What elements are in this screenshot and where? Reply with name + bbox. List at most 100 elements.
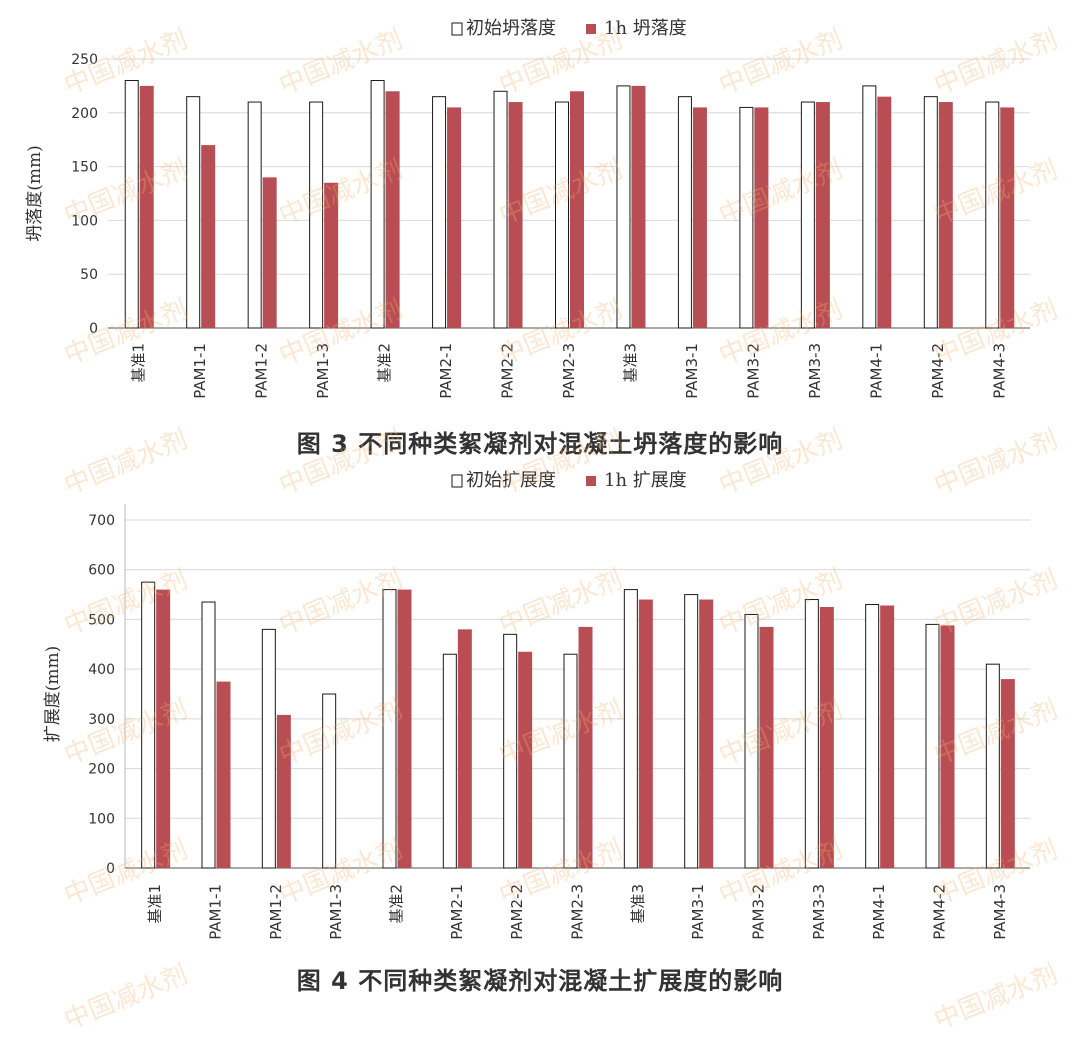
- x-category-label: 基准1: [130, 343, 148, 383]
- bar-1h-PAM3-1: [692, 107, 707, 328]
- bar-1h-PAM4-3: [1000, 107, 1015, 328]
- y-axis-title: 坍落度(mm): [25, 145, 45, 242]
- bar-1h-PAM3-3: [819, 607, 834, 868]
- bar-initial-基准3: [623, 589, 638, 869]
- bar-1h-PAM3-2: [754, 107, 769, 328]
- legend-swatch-1h: [586, 24, 596, 34]
- y-axis-title: 扩展度(mm): [43, 646, 63, 743]
- bar-initial-基准3: [616, 85, 631, 329]
- y-tick-label: 150: [71, 160, 98, 176]
- x-category-label: PAM4-3: [990, 343, 1008, 399]
- bar-1h-PAM1-1: [216, 681, 231, 868]
- x-category-label: PAM1-1: [191, 343, 209, 399]
- bar-1h-PAM2-2: [508, 102, 523, 328]
- bar-1h-基准1: [139, 85, 154, 329]
- bar-initial-PAM2-1: [442, 653, 457, 869]
- legend-label-1h: 1h 坍落度: [604, 18, 687, 39]
- bar-initial-PAM4-2: [925, 623, 940, 869]
- y-tick-label: 700: [88, 513, 115, 529]
- bar-1h-PAM1-1: [201, 145, 216, 328]
- bar-initial-PAM3-1: [677, 96, 692, 329]
- slump-chart: 0 50 100 150 200 250 坍落度(mm) 基准1 PAM1-1 PAM1-2 PAM…: [25, 18, 1030, 399]
- figure-3-caption: 图 3 不同种类絮凝剂对混凝土坍落度的影响: [296, 430, 784, 458]
- y-tick-label: 250: [71, 52, 98, 68]
- bar-initial-PAM2-1: [432, 96, 447, 329]
- y-tick-label: 400: [88, 662, 115, 678]
- bar-initial-PAM2-3: [555, 101, 569, 329]
- x-category-label: PAM2-3: [569, 884, 587, 940]
- bar-initial-PAM4-2: [923, 96, 938, 329]
- y-tick-label: 0: [89, 321, 98, 337]
- legend-swatch-initial: [451, 22, 463, 36]
- x-category-label: PAM3-3: [806, 343, 824, 399]
- y-tick-label: 300: [88, 712, 115, 728]
- x-category-label: PAM3-2: [744, 343, 762, 399]
- y-tick-label: 200: [88, 762, 115, 778]
- bar-initial-PAM2-2: [493, 90, 508, 329]
- bar-1h-基准3: [638, 599, 653, 868]
- bar-1h-PAM1-3: [324, 182, 339, 328]
- bar-1h-PAM3-2: [759, 626, 774, 868]
- bar-initial-基准2: [382, 589, 397, 869]
- bar-1h-PAM3-1: [699, 599, 714, 868]
- x-category-label: PAM1-1: [207, 884, 225, 940]
- bar-initial-PAM2-3: [563, 653, 578, 869]
- bar-1h-PAM2-1: [447, 107, 462, 328]
- bar-1h-PAM4-1: [877, 96, 892, 328]
- x-category-label: 基准3: [629, 884, 647, 924]
- bar-1h-PAM4-2: [940, 625, 955, 868]
- y-tick-label: 600: [88, 563, 115, 579]
- bar-initial-PAM3-3: [800, 101, 815, 329]
- bar-initial-PAM2-2: [503, 633, 518, 869]
- bar-1h-PAM3-3: [815, 102, 830, 328]
- bar-initial-PAM4-3: [985, 663, 1000, 869]
- x-category-label: PAM1-2: [253, 343, 271, 399]
- bar-initial-PAM4-1: [862, 85, 877, 329]
- bar-initial-PAM1-3: [322, 693, 337, 869]
- y-tick-label: 500: [88, 612, 115, 628]
- bar-initial-PAM3-1: [684, 594, 699, 869]
- x-category-label: PAM2-1: [448, 884, 466, 940]
- x-category-label: PAM4-1: [867, 343, 885, 399]
- bar-1h-PAM4-1: [880, 605, 895, 868]
- bar-1h-PAM4-2: [938, 102, 953, 328]
- bar-initial-PAM1-3: [309, 101, 324, 329]
- bar-initial-PAM1-1: [201, 601, 216, 869]
- figure-4-caption: 图 4 不同种类絮凝剂对混凝土扩展度的影响: [296, 967, 784, 995]
- x-category-label: PAM1-3: [314, 343, 332, 399]
- y-tick-label: 50: [80, 267, 98, 283]
- bar-1h-PAM1-2: [262, 177, 277, 328]
- x-category-label: PAM2-3: [560, 343, 578, 399]
- bar-initial-PAM1-2: [261, 628, 276, 869]
- bar-initial-PAM3-2: [744, 613, 759, 869]
- x-category-label: PAM4-3: [991, 884, 1009, 940]
- legend-swatch-initial: [451, 474, 463, 488]
- bar-initial-PAM1-2: [247, 101, 262, 329]
- bar-1h-PAM2-1: [457, 629, 472, 868]
- spread-chart: 0 100 200 300 400 500 600 700 扩展度(mm) 基准1 PAM1-1 PA…: [43, 470, 1030, 940]
- x-category-label: PAM3-1: [683, 343, 701, 399]
- x-category-label: PAM3-2: [750, 884, 768, 940]
- legend-label-initial: 初始坍落度: [466, 18, 556, 39]
- x-category-label: PAM1-3: [327, 884, 345, 940]
- y-tick-label: 200: [71, 106, 98, 122]
- y-tick-label: 100: [71, 213, 98, 229]
- bar-initial-PAM1-1: [186, 96, 201, 329]
- x-category-label: 基准1: [146, 884, 164, 924]
- bar-1h-基准2: [385, 91, 400, 328]
- x-category-label: PAM2-2: [499, 343, 517, 399]
- bar-initial-PAM4-3: [985, 101, 1000, 329]
- legend-label-1h: 1h 扩展度: [604, 470, 687, 491]
- bar-1h-PAM2-3: [578, 626, 593, 868]
- bar-initial-PAM4-1: [865, 604, 880, 869]
- bar-initial-基准2: [370, 80, 385, 329]
- bar-1h-PAM4-3: [1000, 679, 1015, 868]
- x-category-label: PAM1-2: [267, 884, 285, 940]
- x-category-label: 基准3: [621, 343, 639, 383]
- bar-initial-PAM3-2: [739, 106, 754, 329]
- x-category-label: 基准2: [388, 884, 406, 924]
- bar-1h-PAM2-2: [518, 651, 533, 868]
- bar-1h-基准1: [156, 589, 171, 868]
- bar-1h-PAM1-2: [276, 714, 291, 868]
- bar-1h-基准2: [397, 589, 412, 868]
